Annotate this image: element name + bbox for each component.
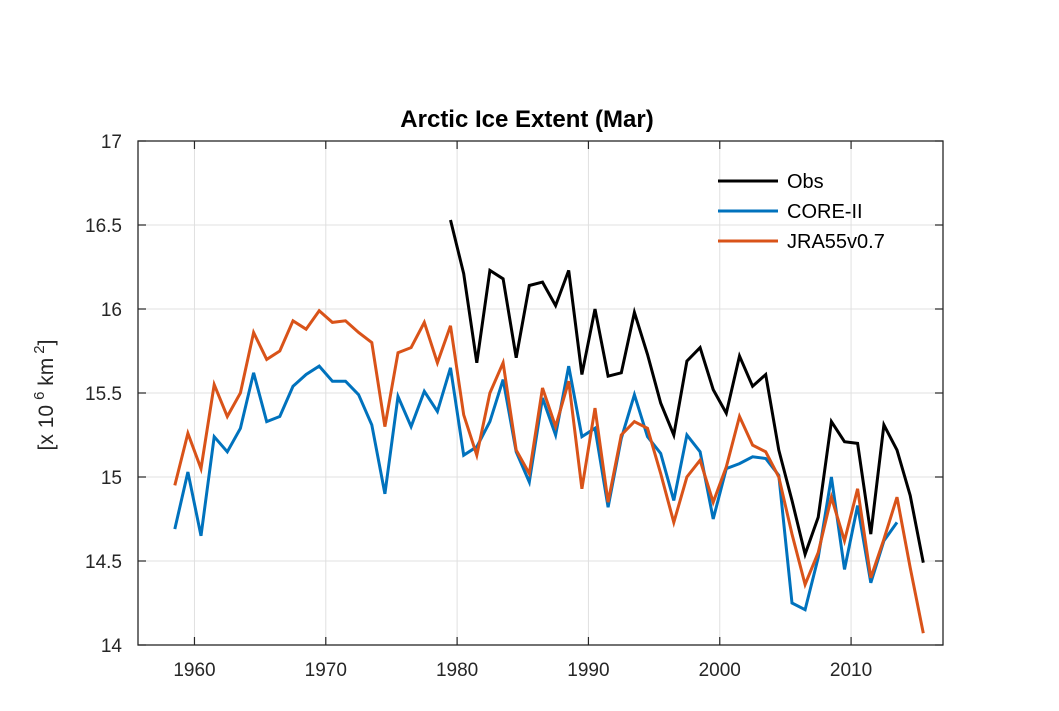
x-tick-label: 1980 bbox=[436, 660, 478, 681]
legend-label-core-ii: CORE-II bbox=[787, 201, 863, 223]
legend-label-obs: Obs bbox=[787, 171, 824, 193]
y-tick-label: 15.5 bbox=[85, 384, 122, 405]
y-tick-label: 15 bbox=[101, 468, 122, 489]
x-tick-label: 1990 bbox=[567, 660, 609, 681]
series-line-obs bbox=[449, 219, 925, 563]
x-tick-label: 1960 bbox=[173, 660, 215, 681]
y-axis-label-suffix: ] bbox=[35, 340, 58, 346]
y-tick-label: 16.5 bbox=[85, 216, 122, 237]
y-axis-label: [x 10 6 km 2] bbox=[31, 340, 58, 451]
y-tick-label: 14.5 bbox=[85, 552, 122, 573]
x-tick-label: 2000 bbox=[699, 660, 741, 681]
axes bbox=[137, 140, 944, 646]
y-axis-label-unit: km bbox=[35, 358, 58, 392]
y-axis-label-exponent: 6 bbox=[31, 392, 48, 400]
legend: Obs CORE-II JRA55v0.7 bbox=[718, 171, 885, 253]
y-tick-label: 16 bbox=[101, 300, 122, 321]
series-line-jra55v0.7 bbox=[173, 308, 925, 634]
y-axis-label-prefix: [x 10 bbox=[35, 405, 58, 451]
tick-labels: 1960 1970 1980 1990 2000 2010 14 14.5 15 15.5 16 16… bbox=[85, 132, 872, 681]
y-tick-label: 17 bbox=[101, 132, 122, 153]
x-tick-label: 2010 bbox=[830, 660, 872, 681]
y-tick-label: 14 bbox=[101, 636, 123, 657]
series-lines bbox=[173, 219, 925, 634]
legend-label-jra55v0.7: JRA55v0.7 bbox=[787, 231, 885, 253]
y-axis-label-unit-exponent: 2 bbox=[31, 345, 48, 353]
chart-title: Arctic Ice Extent (Mar) bbox=[400, 106, 653, 133]
x-tick-label: 1970 bbox=[305, 660, 347, 681]
